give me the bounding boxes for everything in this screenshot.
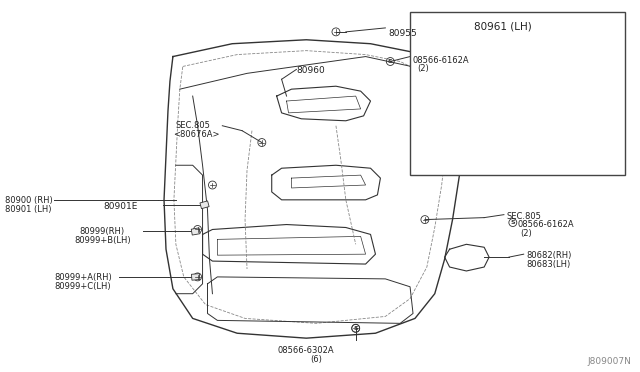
Text: 80999+C(LH): 80999+C(LH) xyxy=(54,282,111,291)
Text: J809007N: J809007N xyxy=(588,357,632,366)
Text: 80999+A(RH): 80999+A(RH) xyxy=(54,273,112,282)
Bar xyxy=(191,228,200,235)
Text: 08566-6162A: 08566-6162A xyxy=(412,55,468,65)
Text: 80682(RH): 80682(RH) xyxy=(527,251,572,260)
Text: 80900 (RH): 80900 (RH) xyxy=(5,196,52,205)
Text: 80955: 80955 xyxy=(388,29,417,38)
Text: 08566-6302A: 08566-6302A xyxy=(278,346,335,355)
Text: S: S xyxy=(353,326,358,331)
Text: (2): (2) xyxy=(521,230,532,238)
Bar xyxy=(191,274,200,280)
Text: (6): (6) xyxy=(310,355,322,364)
Text: S: S xyxy=(388,59,392,64)
Text: SEC.805: SEC.805 xyxy=(176,121,211,130)
Bar xyxy=(200,201,209,209)
Text: 80901E: 80901E xyxy=(104,202,138,211)
Text: 80999+B(LH): 80999+B(LH) xyxy=(74,236,131,246)
Text: 80961 (LH): 80961 (LH) xyxy=(474,22,532,32)
Text: S: S xyxy=(511,220,515,225)
Text: 08566-6162A: 08566-6162A xyxy=(518,219,574,229)
Text: SEC.805: SEC.805 xyxy=(507,212,542,221)
Text: 80901 (LH): 80901 (LH) xyxy=(5,205,51,214)
Text: 80683(LH): 80683(LH) xyxy=(527,260,571,269)
Text: <80676A>: <80676A> xyxy=(173,130,220,139)
Text: (2): (2) xyxy=(417,64,429,73)
Bar xyxy=(410,12,625,175)
Text: 80999(RH): 80999(RH) xyxy=(79,228,124,237)
Text: 80960: 80960 xyxy=(296,67,325,76)
